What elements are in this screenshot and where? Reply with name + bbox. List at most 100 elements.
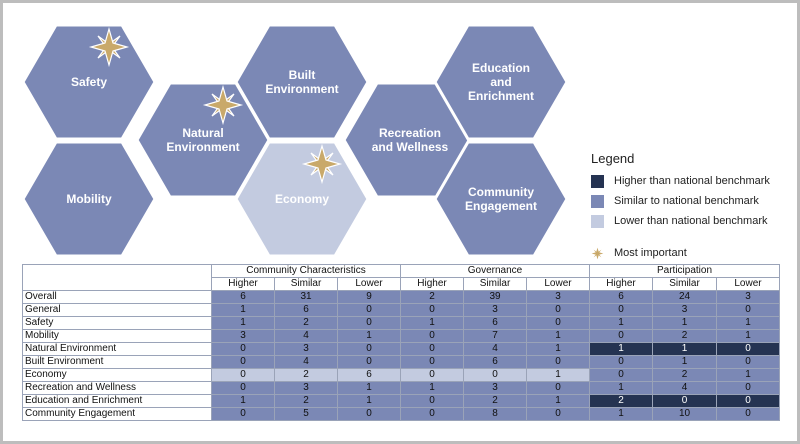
hex-built [234, 23, 370, 141]
star-icon [202, 84, 244, 126]
table-body: Overall 6 31 9 2 39 3 6 24 3 General 1 6 0 0 3 0 0 3 0 Safet… [22, 290, 780, 421]
table-cell: 4 [463, 342, 527, 356]
column-header: Higher [211, 277, 275, 291]
row-label: Education and Enrichment [22, 394, 212, 408]
table-row: General 1 6 0 0 3 0 0 3 0 [22, 303, 780, 317]
table-cell: 0 [337, 342, 401, 356]
group-header: Participation [589, 264, 780, 278]
row-label: Overall [22, 290, 212, 304]
column-header: Lower [526, 277, 590, 291]
table-cell: 0 [337, 316, 401, 330]
table-cell: 3 [211, 329, 275, 343]
table-cell: 1 [716, 368, 780, 382]
table-cell: 0 [400, 368, 464, 382]
table-cell: 0 [337, 355, 401, 369]
column-header: Higher [589, 277, 653, 291]
table-cell: 0 [716, 342, 780, 356]
table-cell: 0 [400, 394, 464, 408]
table-cell: 0 [211, 342, 275, 356]
table-cell: 0 [211, 355, 275, 369]
table-cell: 0 [589, 303, 653, 317]
column-header: Higher [400, 277, 464, 291]
legend: Legend Higher than national benchmark Si… [591, 151, 800, 263]
hex-label-mobility: Mobility [66, 192, 112, 206]
table-cell: 0 [337, 407, 401, 421]
table-row: Education and Enrichment 1 2 1 0 2 1 2 0 0 [22, 394, 780, 408]
table-cell: 1 [211, 303, 275, 317]
table-cell: 1 [652, 342, 717, 356]
legend-important: Most important [591, 243, 800, 263]
table-row: Natural Environment 0 3 0 0 4 1 1 1 0 [22, 342, 780, 356]
hex-label-economy: Economy [274, 192, 330, 206]
table-cell: 4 [652, 381, 717, 395]
table-cell: 0 [211, 381, 275, 395]
hex-label-natural: Natural Environment [166, 126, 240, 154]
row-label: Community Engagement [22, 407, 212, 421]
table-cell: 3 [526, 290, 590, 304]
table-cell: 1 [589, 342, 653, 356]
table-cell: 1 [337, 381, 401, 395]
table-cell: 9 [337, 290, 401, 304]
star-icon [301, 143, 343, 185]
table-cell: 0 [589, 368, 653, 382]
table-cell: 3 [274, 381, 338, 395]
table-cell: 6 [274, 303, 338, 317]
table-cell: 3 [716, 290, 780, 304]
row-label: Recreation and Wellness [22, 381, 212, 395]
table-cell: 2 [652, 329, 717, 343]
table-cell: 2 [274, 394, 338, 408]
table-cell: 0 [716, 303, 780, 317]
hex-safety [21, 23, 157, 141]
table-cell: 1 [652, 316, 717, 330]
table-cell: 0 [400, 342, 464, 356]
table-cell: 10 [652, 407, 717, 421]
table-cell: 1 [400, 316, 464, 330]
table-cell: 1 [589, 316, 653, 330]
table-cell: 0 [211, 368, 275, 382]
column-header: Similar [652, 277, 717, 291]
table-cell: 2 [652, 368, 717, 382]
table-cell: 0 [589, 329, 653, 343]
group-header: Community Characteristics [211, 264, 401, 278]
hex-label-built: Built Environment [265, 68, 339, 96]
legend-lower-label: Lower than national benchmark [614, 215, 768, 227]
table-cell: 0 [526, 355, 590, 369]
table-cell: 0 [526, 316, 590, 330]
table-cell: 1 [400, 381, 464, 395]
table-cell: 1 [526, 368, 590, 382]
table-cell: 1 [526, 394, 590, 408]
legend-higher-swatch [591, 174, 604, 188]
table-cell: 1 [589, 381, 653, 395]
table-corner [22, 264, 212, 291]
table-cell: 0 [716, 381, 780, 395]
legend-important-label: Most important [614, 247, 687, 259]
table-cell: 8 [463, 407, 527, 421]
legend-higher: Higher than national benchmark [591, 171, 800, 191]
column-header: Lower [337, 277, 401, 291]
table-cell: 2 [400, 290, 464, 304]
row-label: Built Environment [22, 355, 212, 369]
table-cell: 0 [211, 407, 275, 421]
table-cell: 3 [463, 303, 527, 317]
table-cell: 0 [526, 303, 590, 317]
table-cell: 0 [526, 407, 590, 421]
table-cell: 6 [337, 368, 401, 382]
table-cell: 1 [337, 394, 401, 408]
table-cell: 5 [274, 407, 338, 421]
row-label: Safety [22, 316, 212, 330]
hex-label-recreation: Recreation and Wellness [371, 126, 449, 154]
legend-lower-swatch [591, 214, 604, 228]
table-cell: 1 [716, 329, 780, 343]
table-cell: 0 [400, 303, 464, 317]
table-cell: 1 [211, 316, 275, 330]
table-cell: 2 [274, 316, 338, 330]
table-cell: 4 [274, 329, 338, 343]
hex-mobility [21, 140, 157, 258]
table-cell: 0 [716, 355, 780, 369]
group-header: Governance [400, 264, 590, 278]
hex-education [433, 23, 569, 141]
column-header: Similar [274, 277, 338, 291]
table-cell: 6 [463, 355, 527, 369]
table-row: Overall 6 31 9 2 39 3 6 24 3 [22, 290, 780, 304]
